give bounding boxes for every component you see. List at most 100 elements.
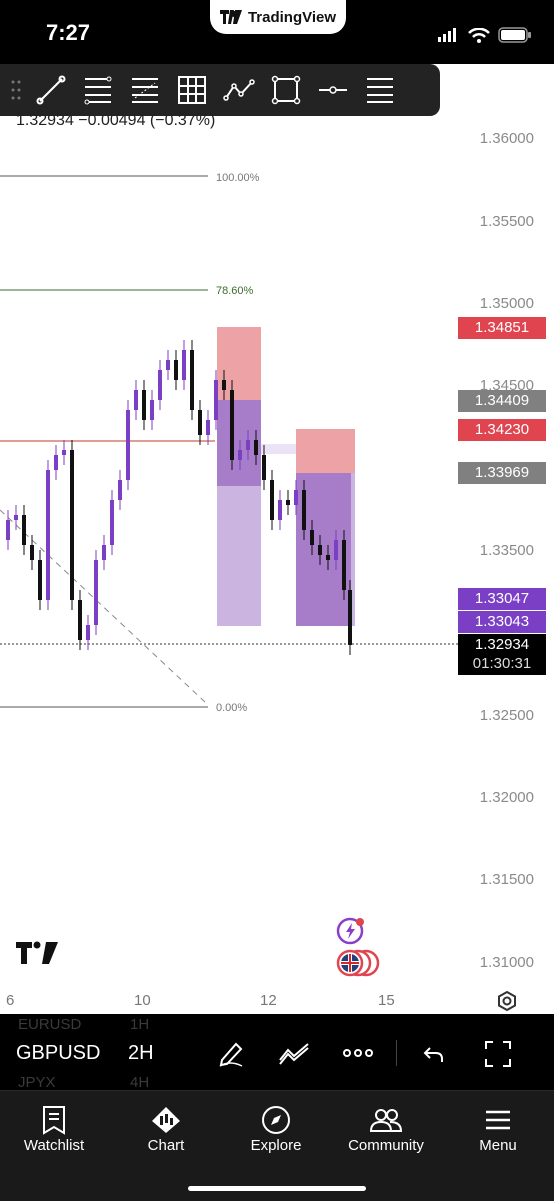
candle-body xyxy=(348,590,352,645)
candles[interactable] xyxy=(6,340,352,655)
time-axis-label: 10 xyxy=(134,992,151,1009)
fib-retracement-icon xyxy=(84,76,112,105)
price-tag: 1.34409 xyxy=(458,390,546,412)
compass-icon xyxy=(262,1106,290,1134)
entry-zone-box-1[interactable] xyxy=(217,400,261,486)
tab-watchlist[interactable]: Watchlist xyxy=(4,1103,104,1154)
community-icon xyxy=(369,1109,403,1132)
candle-body xyxy=(174,360,178,380)
candle-body xyxy=(326,555,330,560)
fib-label-786: 78.60% xyxy=(216,285,254,297)
chart-canvas[interactable] xyxy=(0,64,554,1014)
tool-grid[interactable] xyxy=(170,68,214,112)
time-axis-label: 15 xyxy=(378,992,395,1009)
candle-body xyxy=(262,455,266,480)
price-axis-label: 1.31500 xyxy=(479,871,534,888)
uk-economic-event-icon[interactable] xyxy=(334,948,384,978)
tool-pattern[interactable] xyxy=(217,68,261,112)
candle-body xyxy=(30,545,34,560)
timeframe-scroll-next[interactable]: 4H xyxy=(130,1074,150,1091)
price-axis-label: 1.32500 xyxy=(479,707,534,724)
tab-explore[interactable]: Explore xyxy=(226,1103,326,1154)
tool-horizontal-line[interactable] xyxy=(311,68,355,112)
candle-body xyxy=(254,440,258,455)
tab-label: Explore xyxy=(250,1137,302,1154)
tradingview-watermark-icon xyxy=(16,941,58,964)
more-tools-icon xyxy=(367,78,393,103)
price-axis-label: 1.35000 xyxy=(479,295,534,312)
candle-body xyxy=(310,530,314,545)
candle-body xyxy=(286,500,290,505)
candle-body xyxy=(126,410,130,480)
tool-rectangle[interactable] xyxy=(264,68,308,112)
target-zone-box-1[interactable] xyxy=(217,486,261,626)
candle-body xyxy=(294,490,298,505)
price-axis-label: 1.33500 xyxy=(479,542,534,559)
undo-icon[interactable] xyxy=(422,1042,446,1066)
toolbar-drag-handle[interactable] xyxy=(6,68,26,112)
price-axis-label: 1.31000 xyxy=(479,954,534,971)
fullscreen-icon[interactable] xyxy=(484,1040,512,1068)
tab-label: Menu xyxy=(479,1137,517,1154)
candle-body xyxy=(190,350,194,410)
price-axis-label: 1.36000 xyxy=(479,130,534,147)
fib-trend-dashed-line[interactable] xyxy=(0,509,206,703)
time-axis-label: 6 xyxy=(6,992,15,1009)
candle-body xyxy=(38,560,42,600)
chart-settings-icon[interactable] xyxy=(496,990,518,1012)
pattern-icon xyxy=(223,79,255,101)
status-bar: 7:27 TradingView xyxy=(0,0,554,64)
candle-body xyxy=(102,545,106,560)
symbol-selector[interactable]: GBPUSD xyxy=(16,1042,101,1064)
timeframe-scroll-previous[interactable]: 1H xyxy=(130,1016,150,1033)
symbol-scroll-previous[interactable]: EURUSD xyxy=(18,1016,82,1033)
tab-label: Community xyxy=(348,1137,424,1154)
price-axis-label: 1.32000 xyxy=(479,789,534,806)
indicators-icon[interactable] xyxy=(278,1038,310,1068)
chart-candles-icon xyxy=(152,1107,180,1133)
symbol-scroll-next[interactable]: JPYX xyxy=(18,1074,56,1091)
home-indicator xyxy=(188,1186,366,1191)
candle-body xyxy=(78,600,82,640)
candle-body xyxy=(118,480,122,500)
current-price-tag: 1.32934 xyxy=(458,634,546,656)
candle-body xyxy=(54,455,58,470)
battery-icon xyxy=(498,27,531,43)
drag-handle-icon xyxy=(11,80,21,100)
tool-more[interactable] xyxy=(358,68,402,112)
tab-menu[interactable]: Menu xyxy=(448,1103,548,1154)
lightning-alert-icon[interactable] xyxy=(336,916,366,946)
toolbar-divider xyxy=(396,1040,397,1066)
grid-icon xyxy=(178,76,206,104)
tab-label: Chart xyxy=(147,1137,185,1154)
clock: 7:27 xyxy=(46,20,91,45)
tool-trend-line[interactable] xyxy=(29,68,73,112)
tool-fib-extension[interactable] xyxy=(123,68,167,112)
tradingview-logo-icon xyxy=(219,10,242,24)
rectangle-icon xyxy=(271,75,301,105)
more-options-icon[interactable] xyxy=(342,1044,374,1062)
tab-chart[interactable]: Chart xyxy=(116,1103,216,1154)
candle-body xyxy=(278,500,282,520)
tab-community[interactable]: Community xyxy=(336,1103,436,1154)
candle-body xyxy=(214,380,218,420)
fib-label-0: 0.00% xyxy=(216,702,248,714)
candle-body xyxy=(302,490,306,530)
draw-pencil-icon[interactable] xyxy=(216,1038,246,1068)
candle-body xyxy=(230,390,234,460)
fib-extension-icon xyxy=(132,78,158,103)
price-chart[interactable]: 100.00% 78.60% 0.00% xyxy=(0,64,554,1014)
timeframe-selector[interactable]: 2H xyxy=(128,1042,154,1064)
ohlc-readout: 1.32934 −0.00494 (−0.37%) xyxy=(16,112,216,129)
fib-label-100: 100.00% xyxy=(216,172,260,184)
price-axis-label: 1.34500 xyxy=(479,377,534,394)
candle-body xyxy=(46,470,50,600)
tab-label: Watchlist xyxy=(23,1137,85,1154)
candle-body xyxy=(6,520,10,540)
cellular-signal-icon xyxy=(438,28,456,42)
candle-body xyxy=(142,390,146,420)
candle-body xyxy=(86,625,90,640)
stop-zone-box-2[interactable] xyxy=(296,429,355,473)
candle-body xyxy=(198,410,202,435)
tool-fib-retracement[interactable] xyxy=(76,68,120,112)
